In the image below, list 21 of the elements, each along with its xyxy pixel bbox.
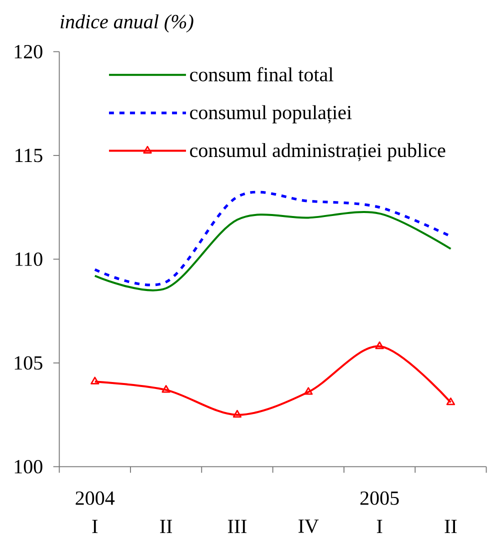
legend-label: consum final total bbox=[190, 67, 334, 82]
point bbox=[90, 376, 100, 384]
point bbox=[375, 341, 384, 350]
point bbox=[162, 385, 170, 393]
point bbox=[304, 387, 313, 395]
x-tick-label: III bbox=[228, 520, 247, 533]
y-tick-label: 110 bbox=[16, 252, 42, 266]
y-tick-label: 120 bbox=[14, 44, 42, 58]
legend-label: consumul populației bbox=[190, 105, 352, 124]
point bbox=[232, 410, 242, 418]
x-tick-label: II bbox=[444, 520, 457, 533]
x-tick-label: II bbox=[160, 520, 172, 533]
y-tick-label: 100 bbox=[14, 460, 42, 474]
y-axis-title: indice anual (%) bbox=[60, 14, 194, 32]
x-tick-label: IV bbox=[298, 520, 319, 533]
y-tick-label: 115 bbox=[16, 148, 42, 162]
point bbox=[446, 397, 456, 406]
y-tick-label: 105 bbox=[14, 356, 42, 370]
x-tick-label: 2005 I bbox=[360, 491, 399, 533]
legend-label: consumul administrației publice bbox=[190, 143, 446, 162]
x-tick-label: 2004 I bbox=[76, 491, 115, 533]
